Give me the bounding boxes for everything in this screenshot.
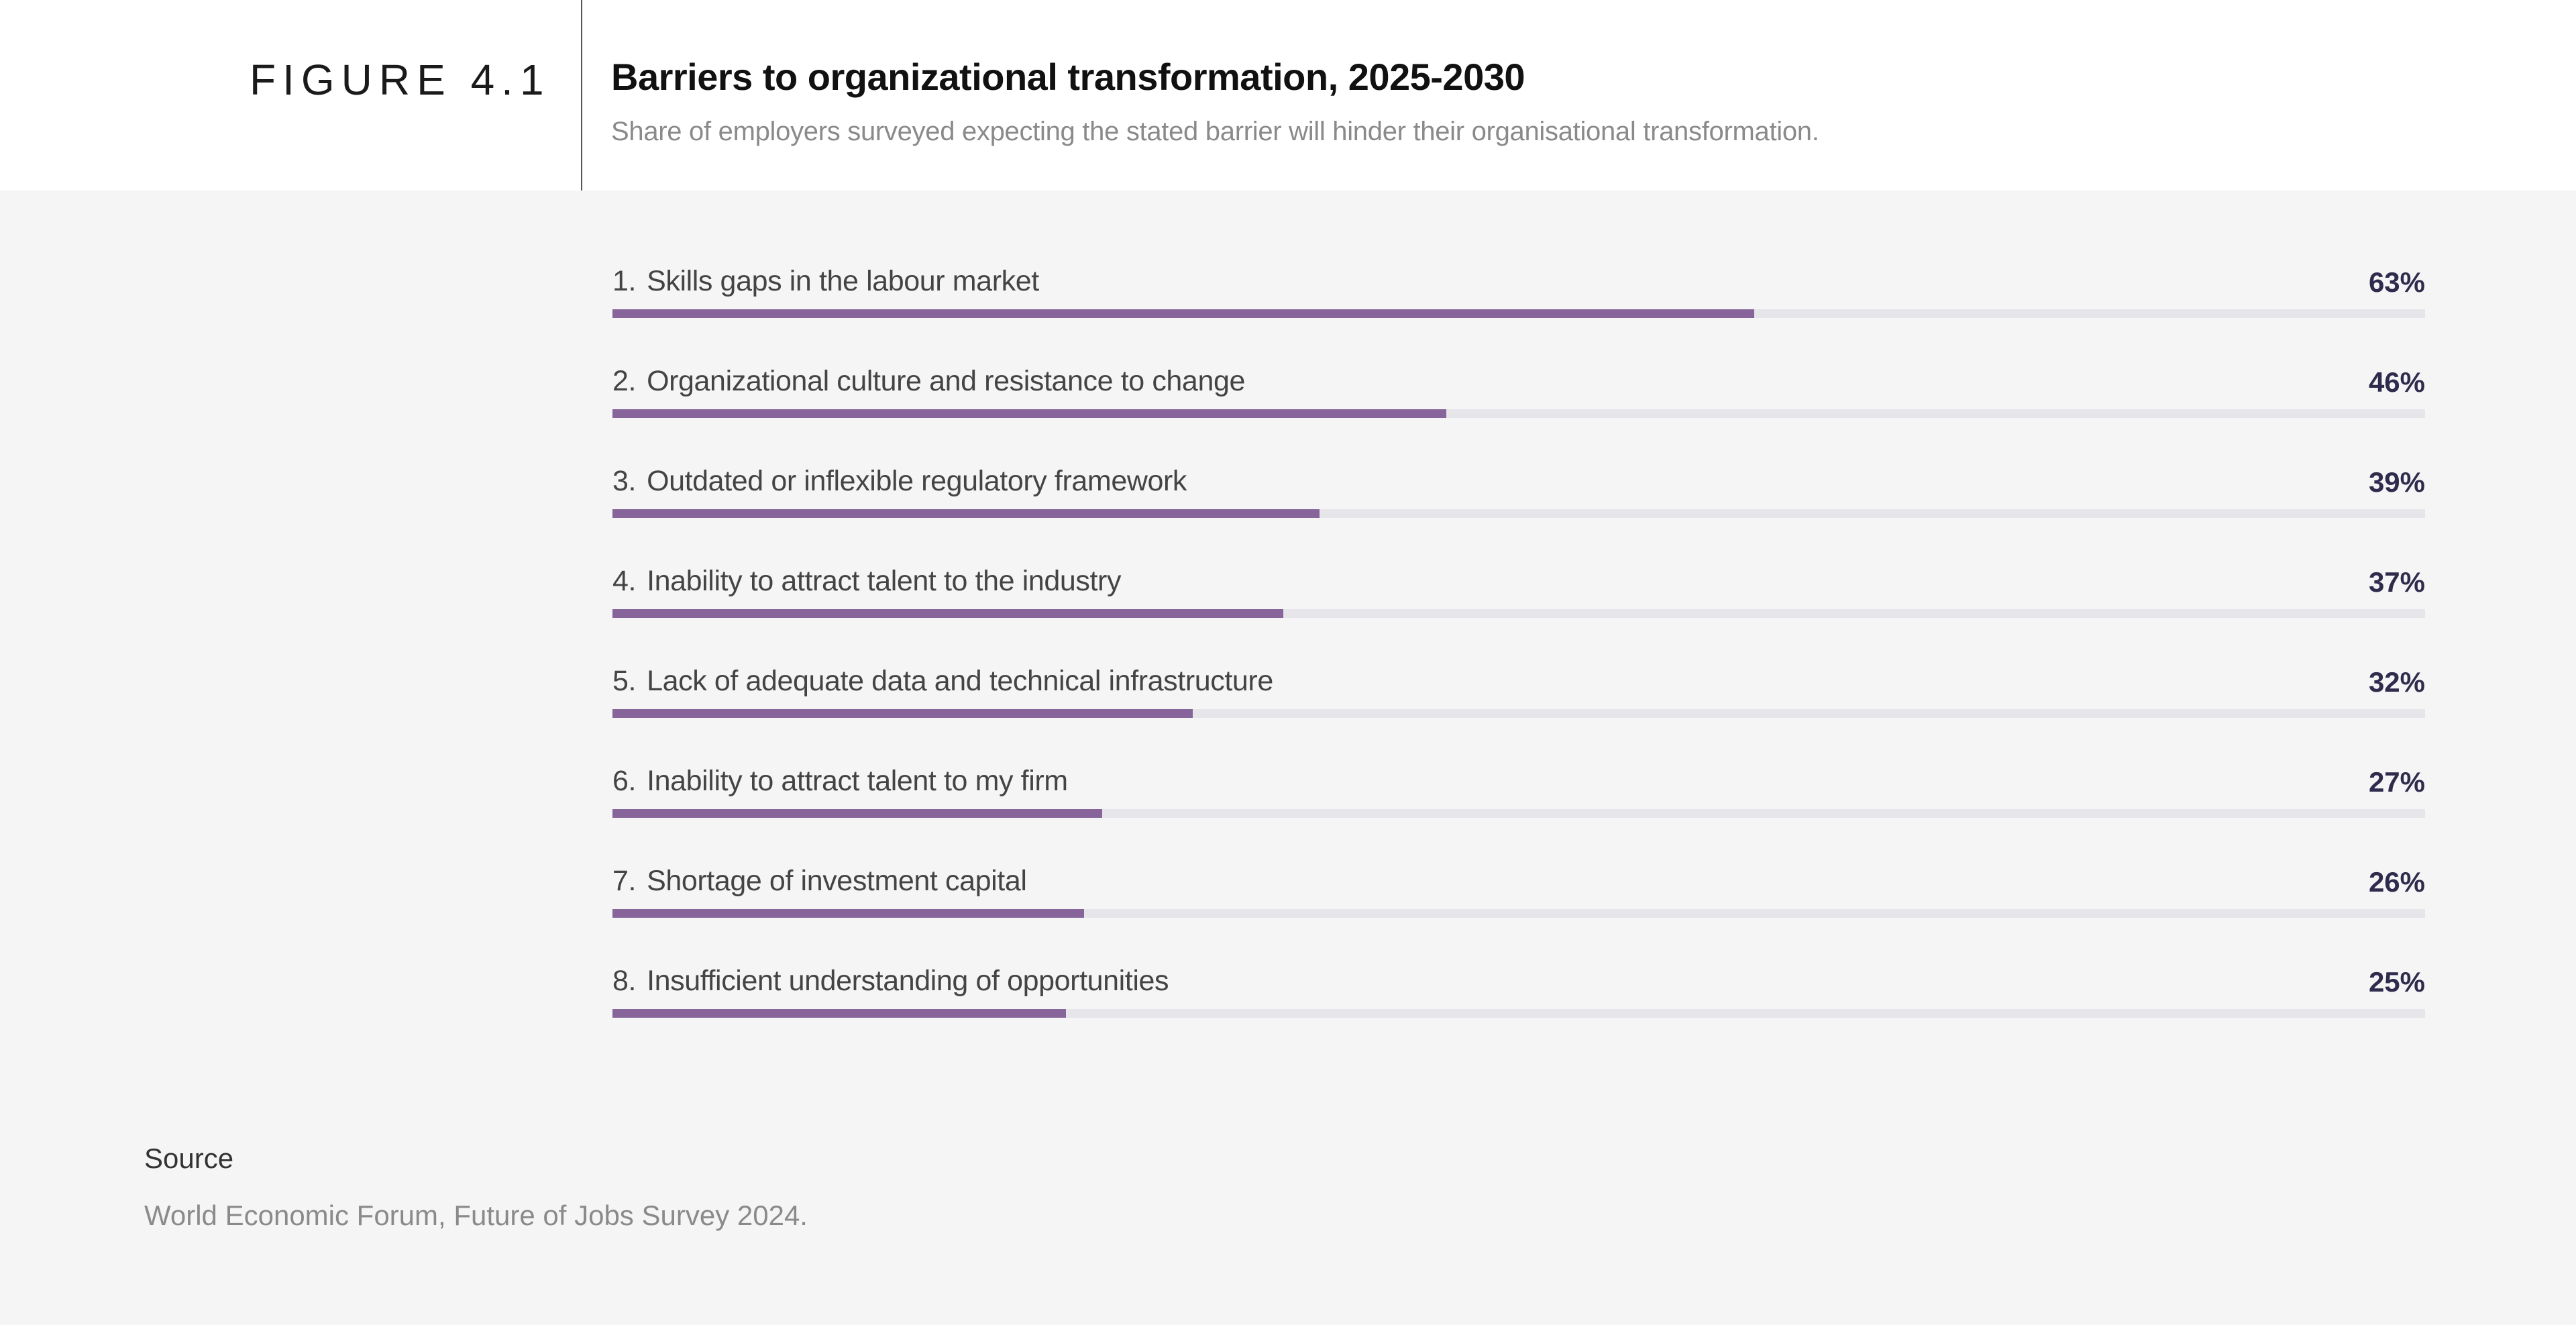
bar-row: 4. Inability to attract talent to the ind… (612, 565, 2425, 625)
value-label: 27% (2368, 766, 2425, 798)
bar (612, 609, 1283, 618)
category-rank: 2. (612, 365, 637, 397)
category-text: Organizational culture and resistance to… (647, 365, 1245, 397)
category-text: Lack of adequate data and technical infr… (647, 665, 1273, 697)
bar-row: 3. Outdated or inflexible regulatory fram… (612, 465, 2425, 525)
value-label: 39% (2368, 466, 2425, 498)
source-label: Source (144, 1143, 234, 1174)
category-text: Inability to attract talent to my firm (647, 765, 1068, 797)
bar-row: 5. Lack of adequate data and technical in… (612, 665, 2425, 725)
category-label: 6. Inability to attract talent to my firm (612, 765, 1068, 798)
value-label: 26% (2368, 866, 2425, 898)
bar-row: 7. Shortage of investment capital 26% (612, 865, 2425, 925)
category-rank: 1. (612, 265, 637, 297)
category-label: 3. Outdated or inflexible regulatory fram… (612, 465, 1187, 498)
category-label: 8. Insufficient understanding of opportun… (612, 965, 1169, 998)
value-label: 37% (2368, 566, 2425, 598)
category-rank: 8. (612, 965, 637, 997)
bar (612, 809, 1102, 818)
bar-row: 2. Organizational culture and resistance … (612, 365, 2425, 425)
category-text: Skills gaps in the labour market (647, 265, 1039, 297)
figure-header: FIGURE 4.1 Barriers to organizational tr… (0, 0, 2576, 191)
value-label: 63% (2368, 266, 2425, 298)
bar-track (612, 909, 2425, 918)
category-rank: 7. (612, 865, 637, 897)
category-label: 5. Lack of adequate data and technical in… (612, 665, 1273, 698)
value-label: 46% (2368, 366, 2425, 398)
category-label: 2. Organizational culture and resistance … (612, 365, 1245, 398)
category-label: 4. Inability to attract talent to the ind… (612, 565, 1121, 598)
category-rank: 4. (612, 565, 637, 597)
category-label: 7. Shortage of investment capital (612, 865, 1027, 898)
value-label: 25% (2368, 966, 2425, 998)
bar (612, 909, 1084, 918)
bar (612, 709, 1193, 718)
category-rank: 5. (612, 665, 637, 697)
category-text: Shortage of investment capital (647, 865, 1027, 897)
bar-row: 8. Insufficient understanding of opportun… (612, 965, 2425, 1025)
figure-number: FIGURE 4.1 (250, 56, 551, 104)
bar-track (612, 309, 2425, 318)
bar (612, 409, 1446, 418)
chart-title: Barriers to organizational transformatio… (611, 56, 1525, 98)
bar-track (612, 709, 2425, 718)
bar-row: 1. Skills gaps in the labour market 63% (612, 265, 2425, 325)
category-label: 1. Skills gaps in the labour market (612, 265, 1039, 298)
bar (612, 509, 1320, 518)
bar-track (612, 809, 2425, 818)
category-text: Outdated or inflexible regulatory framew… (647, 465, 1187, 497)
bar-track (612, 409, 2425, 418)
category-text: Insufficient understanding of opportunit… (647, 965, 1169, 997)
value-label: 32% (2368, 666, 2425, 698)
source-text: World Economic Forum, Future of Jobs Sur… (144, 1200, 808, 1231)
category-rank: 6. (612, 765, 637, 797)
bar (612, 1009, 1066, 1018)
category-rank: 3. (612, 465, 637, 497)
bar-row: 6. Inability to attract talent to my firm… (612, 765, 2425, 825)
bar-track (612, 609, 2425, 618)
chart-subtitle: Share of employers surveyed expecting th… (611, 117, 1819, 146)
bar-track (612, 509, 2425, 518)
bar-track (612, 1009, 2425, 1018)
bar (612, 309, 1755, 318)
category-text: Inability to attract talent to the indus… (647, 565, 1122, 597)
header-divider (581, 0, 582, 191)
